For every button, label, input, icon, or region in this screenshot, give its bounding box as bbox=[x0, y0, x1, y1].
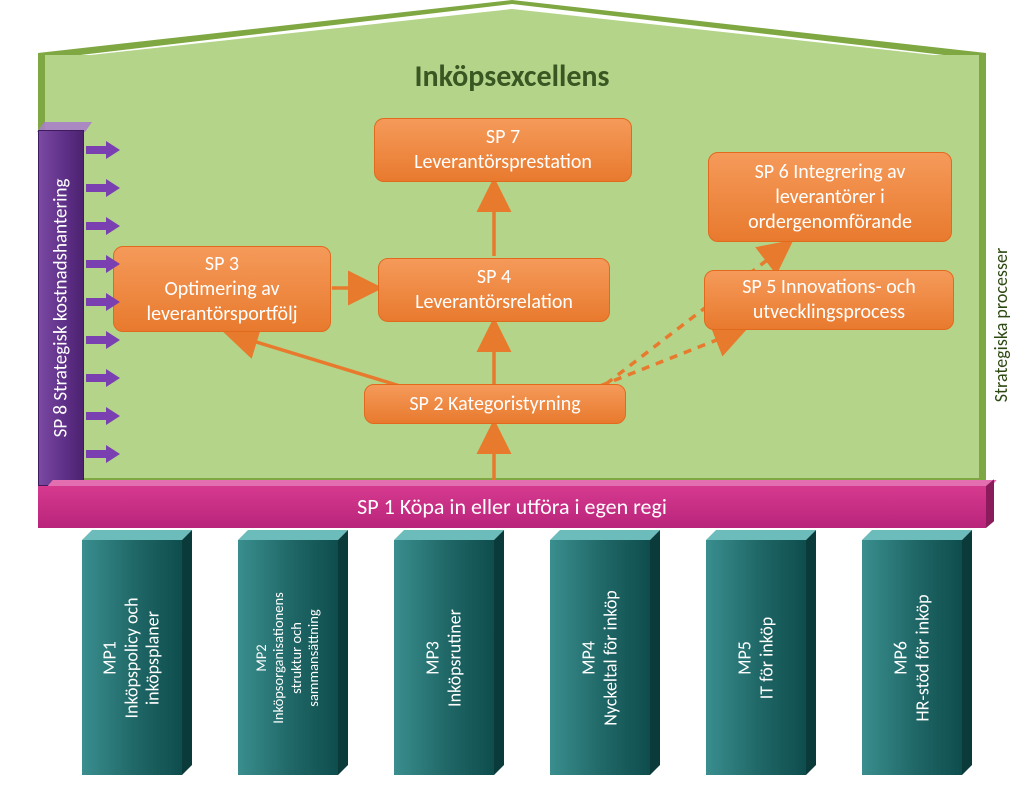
sp8-pillar: SP 8 Strategisk kostnadshantering bbox=[38, 130, 84, 486]
sp7-l1: SP 7 bbox=[414, 125, 592, 150]
sp8-arrow bbox=[86, 217, 122, 235]
mp-side-3d bbox=[338, 530, 348, 775]
main-title: Inköpsexcellens bbox=[0, 58, 1024, 95]
mp4-pillar: MP4Nyckeltal för inköp bbox=[550, 540, 650, 775]
right-label-container: Strategiska processer bbox=[988, 190, 1014, 460]
mp3-pillar: MP3Inköpsrutiner bbox=[394, 540, 494, 775]
sp8-arrow bbox=[86, 293, 122, 311]
sp8-arrow bbox=[86, 255, 122, 273]
sp8-arrow bbox=[86, 369, 122, 387]
sp6-box: SP 6 Integrering av leverantörer i order… bbox=[708, 152, 952, 242]
sp8-arrow bbox=[86, 331, 122, 349]
mp-top-3d bbox=[862, 530, 972, 540]
sp5-l2: utvecklingsprocess bbox=[742, 300, 916, 325]
mp2-label: MP2Inköpsorganisationensstruktur ochsamm… bbox=[253, 592, 323, 724]
sp4-l1: SP 4 bbox=[415, 265, 573, 290]
mp-side-3d bbox=[182, 530, 192, 775]
mp5-label: MP5IT för inköp bbox=[734, 616, 777, 698]
diagram-stage: Inköpsexcellens SP 8 Strategisk kostnads… bbox=[0, 0, 1024, 786]
mp-side-3d bbox=[494, 530, 504, 775]
sp4-l2: Leverantörsrelation bbox=[415, 290, 573, 315]
mp-side-3d bbox=[962, 530, 972, 775]
mp2-pillar: MP2Inköpsorganisationensstruktur ochsamm… bbox=[238, 540, 338, 775]
sp8-arrow bbox=[86, 445, 122, 463]
sp3-l2: Optimering av bbox=[147, 277, 298, 302]
mp1-pillar: MP1Inköpspolicy ochinköpsplaner bbox=[82, 540, 182, 775]
sp1-label: SP 1 Köpa in eller utföra i egen regi bbox=[357, 493, 667, 520]
sp7-l2: Leverantörsprestation bbox=[414, 150, 592, 175]
mp-top-3d bbox=[394, 530, 504, 540]
sp5-l1: SP 5 Innovations- och bbox=[742, 275, 916, 300]
mp6-label: MP6HR-stöd för inköp bbox=[890, 594, 933, 721]
mp-top-3d bbox=[82, 530, 192, 540]
mp-side-3d bbox=[806, 530, 816, 775]
house-roof bbox=[38, 0, 986, 60]
sp2-box: SP 2 Kategoristyrning bbox=[364, 384, 626, 424]
sp2-l: SP 2 Kategoristyrning bbox=[409, 392, 580, 417]
sp8-arrow bbox=[86, 407, 122, 425]
sp3-box: SP 3 Optimering av leverantörsportfölj bbox=[113, 246, 331, 332]
mp4-label: MP4Nyckeltal för inköp bbox=[578, 590, 621, 726]
sp8-arrow bbox=[86, 179, 122, 197]
sp3-l1: SP 3 bbox=[147, 252, 298, 277]
mp1-label: MP1Inköpspolicy ochinköpsplaner bbox=[100, 597, 165, 718]
sp5-box: SP 5 Innovations- och utvecklingsprocess bbox=[704, 270, 954, 330]
mp3-label: MP3Inköpsrutiner bbox=[422, 609, 465, 707]
mp-top-3d bbox=[550, 530, 660, 540]
sp8-label: SP 8 Strategisk kostnadshantering bbox=[50, 179, 73, 438]
sp6-l1: SP 6 Integrering av bbox=[748, 160, 912, 185]
sp6-l2: leverantörer i bbox=[748, 185, 912, 210]
mp5-pillar: MP5IT för inköp bbox=[706, 540, 806, 775]
sp8-arrow bbox=[86, 141, 122, 159]
sp1-bar: SP 1 Köpa in eller utföra i egen regi bbox=[38, 486, 986, 528]
mp-top-3d bbox=[238, 530, 348, 540]
sp7-box: SP 7 Leverantörsprestation bbox=[374, 118, 632, 182]
sp3-l3: leverantörsportfölj bbox=[147, 302, 298, 327]
sp4-box: SP 4 Leverantörsrelation bbox=[378, 258, 610, 322]
sp6-l3: ordergenomförande bbox=[748, 210, 912, 235]
right-label: Strategiska processer bbox=[990, 248, 1012, 402]
mp-side-3d bbox=[650, 530, 660, 775]
mp-top-3d bbox=[706, 530, 816, 540]
sp1-side-3d bbox=[986, 479, 994, 528]
mp6-pillar: MP6HR-stöd för inköp bbox=[862, 540, 962, 775]
